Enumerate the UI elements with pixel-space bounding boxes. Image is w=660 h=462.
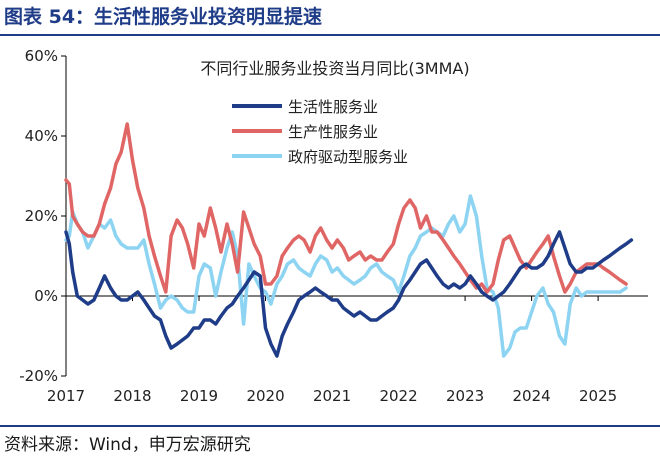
series-line-1	[64, 230, 634, 358]
y-tick-label: -20%	[19, 367, 58, 385]
series-line-3	[64, 194, 628, 358]
chart-title: 不同行业服务业投资当月同比(3MMA)	[200, 59, 469, 78]
figure-title: 图表 54：生活性服务业投资明显提速	[4, 6, 323, 28]
series-line-2	[64, 122, 628, 294]
x-tick-label: 2024	[513, 387, 551, 405]
y-tick-label: 60%	[25, 47, 58, 65]
chart-lines	[64, 122, 634, 358]
x-tick-label: 2025	[579, 387, 617, 405]
legend-label: 政府驱动型服务业	[288, 148, 408, 166]
y-tick-label: 40%	[25, 127, 58, 145]
x-tick-label: 2021	[313, 387, 351, 405]
x-tick-label: 2019	[180, 387, 218, 405]
source-divider	[0, 425, 660, 427]
legend-label: 生活性服务业	[288, 98, 378, 116]
source-note: 资料来源：Wind，申万宏源研究	[4, 435, 251, 455]
title-divider	[0, 34, 660, 36]
line-chart: 60% 40% 20% 0% -20% 2017 2018 2019 2020 2021 2022 2…	[19, 47, 648, 405]
chart-axes: 60% 40% 20% 0% -20% 2017 2018 2019 2020 2021 2022 2…	[19, 47, 648, 405]
x-tick-label: 2023	[446, 387, 484, 405]
y-tick-label: 20%	[25, 207, 58, 225]
y-tick-label: 0%	[34, 287, 58, 305]
x-tick-label: 2022	[379, 387, 417, 405]
legend-label: 生产性服务业	[288, 123, 378, 141]
x-tick-label: 2017	[47, 387, 85, 405]
x-tick-label: 2020	[246, 387, 284, 405]
x-tick-label: 2018	[113, 387, 151, 405]
